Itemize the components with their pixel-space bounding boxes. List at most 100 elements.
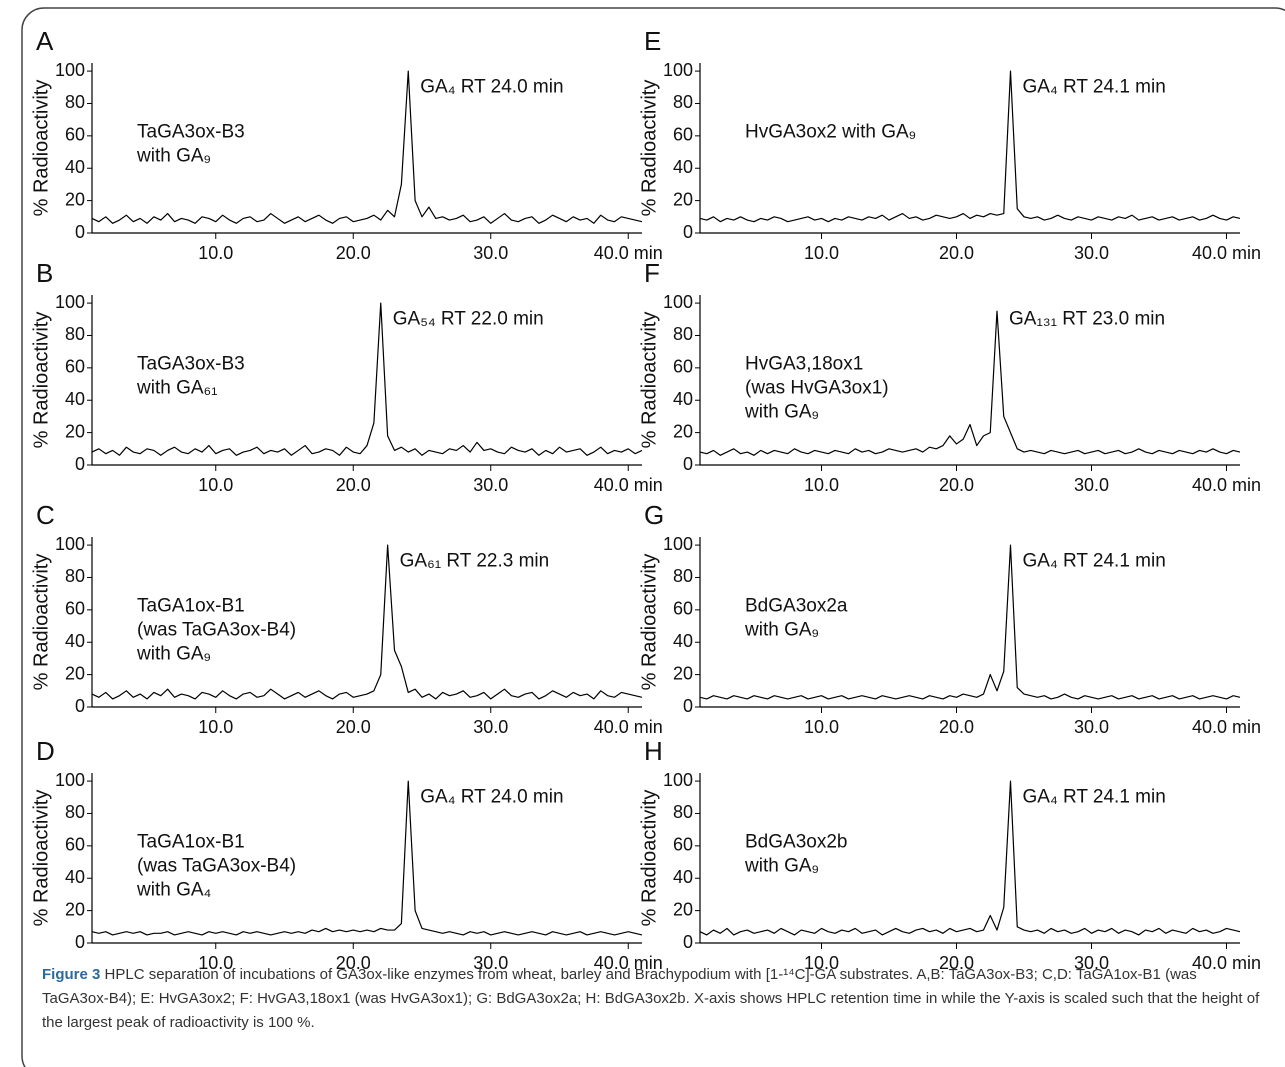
y-tick-label: 60 (65, 599, 85, 619)
y-tick-label: 60 (673, 357, 693, 377)
y-tick-label: 0 (75, 222, 85, 242)
y-axis-label: % Radioactivity (638, 554, 660, 691)
y-tick-label: 20 (673, 189, 693, 209)
y-tick-label: 100 (55, 60, 85, 80)
sample-label-line: TaGA1ox-B1 (137, 596, 245, 617)
sample-label-line: TaGA3ox-B3 (137, 354, 245, 375)
sample-label-line: with GA₉ (744, 620, 819, 641)
sample-label-line: with GA₉ (136, 644, 211, 665)
y-tick-label: 40 (673, 867, 693, 887)
y-tick-label: 0 (75, 696, 85, 716)
y-tick-label: 60 (673, 599, 693, 619)
x-tick-label: 40.0 min (594, 953, 663, 973)
y-tick-label: 60 (673, 125, 693, 145)
x-tick-label: 10.0 (198, 717, 233, 737)
caption: Figure 3 HPLC separation of incubations … (42, 963, 1267, 1035)
sample-label-line: HvGA3,18ox1 (745, 354, 863, 375)
sample-label-line: HvGA3ox2 with GA₉ (745, 122, 916, 143)
y-tick-label: 100 (663, 770, 693, 790)
caption-text: HPLC separation of incubations of GA3ox-… (42, 966, 1260, 1031)
chromatogram-line (699, 310, 1241, 456)
y-tick-label: 80 (673, 566, 693, 586)
peak-annotation: GA₆₁ RT 22.3 min (400, 550, 550, 571)
y-tick-label: 80 (65, 802, 85, 822)
x-tick-label: 10.0 (198, 953, 233, 973)
y-tick-label: 80 (65, 324, 85, 344)
x-tick-label: 30.0 (473, 953, 508, 973)
sample-label-line: with GA₉ (744, 856, 819, 877)
y-tick-label: 80 (673, 802, 693, 822)
sample-label-line: TaGA3ox-B3 (137, 122, 245, 143)
chromatogram-line (699, 544, 1241, 700)
y-tick-label: 80 (673, 324, 693, 344)
x-tick-label: 10.0 (804, 717, 839, 737)
x-tick-label: 40.0 min (1192, 243, 1261, 263)
x-tick-label: 20.0 (939, 717, 974, 737)
sample-label: HvGA3,18ox1 (was HvGA3ox1) with GA₉ (744, 354, 889, 423)
panel-letter: B (36, 258, 53, 288)
x-tick-label: 40.0 min (1192, 717, 1261, 737)
panel-letter: A (36, 26, 54, 56)
y-axis-label: % Radioactivity (638, 80, 660, 217)
y-tick-label: 80 (65, 92, 85, 112)
x-tick-label: 10.0 (804, 475, 839, 495)
sample-label: TaGA3ox-B3 with GA₉ (136, 122, 245, 167)
x-tick-label: 20.0 (939, 953, 974, 973)
chromatogram-line (91, 70, 643, 224)
sample-label-line: BdGA3ox2b (745, 832, 847, 853)
y-tick-label: 100 (663, 534, 693, 554)
x-tick-label: 10.0 (804, 953, 839, 973)
y-tick-label: 100 (55, 292, 85, 312)
chromatogram-line (91, 544, 643, 700)
y-tick-label: 40 (673, 631, 693, 651)
y-tick-label: 0 (75, 454, 85, 474)
sample-label: HvGA3ox2 with GA₉ (745, 122, 916, 143)
x-tick-label: 30.0 (1074, 953, 1109, 973)
sample-label: TaGA1ox-B1 (was TaGA3ox-B4) with GA₉ (136, 596, 296, 665)
y-tick-label: 20 (65, 899, 85, 919)
sample-label-line: with GA₆₁ (136, 378, 218, 399)
chromatogram-line (91, 302, 643, 456)
panel-letter: G (644, 500, 664, 530)
y-tick-label: 40 (673, 389, 693, 409)
caption-label: Figure 3 (42, 966, 101, 983)
y-tick-label: 80 (673, 92, 693, 112)
y-tick-label: 20 (65, 421, 85, 441)
sample-label-line: with GA₄ (136, 880, 212, 901)
y-tick-label: 20 (673, 421, 693, 441)
x-tick-label: 30.0 (1074, 717, 1109, 737)
sample-label-line: (was TaGA3ox-B4) (137, 856, 296, 877)
x-tick-label: 30.0 (473, 717, 508, 737)
y-tick-label: 40 (65, 631, 85, 651)
y-tick-label: 20 (65, 189, 85, 209)
y-axis-label: % Radioactivity (30, 80, 52, 217)
x-tick-label: 10.0 (198, 475, 233, 495)
x-tick-label: 30.0 (1074, 243, 1109, 263)
y-tick-label: 100 (55, 770, 85, 790)
sample-label-line: with GA₉ (136, 146, 211, 167)
sample-label-line: with GA₉ (744, 402, 819, 423)
peak-annotation: GA₁₃₁ RT 23.0 min (1009, 308, 1165, 329)
x-tick-label: 40.0 min (594, 475, 663, 495)
x-tick-label: 20.0 (336, 475, 371, 495)
y-tick-label: 0 (683, 932, 693, 952)
y-tick-label: 60 (65, 835, 85, 855)
y-tick-label: 20 (673, 663, 693, 683)
x-tick-label: 20.0 (336, 717, 371, 737)
y-axis-label: % Radioactivity (30, 312, 52, 449)
sample-label-line: (was HvGA3ox1) (745, 378, 889, 399)
x-tick-label: 20.0 (336, 953, 371, 973)
peak-annotation: GA₄ RT 24.1 min (1023, 76, 1166, 97)
peak-annotation: GA₅₄ RT 22.0 min (393, 308, 544, 329)
chromatogram-line (699, 70, 1241, 223)
peak-annotation: GA₄ RT 24.1 min (1023, 786, 1166, 807)
peak-annotation: GA₄ RT 24.0 min (420, 76, 563, 97)
y-tick-label: 80 (65, 566, 85, 586)
frame (21, 7, 1285, 1067)
peak-annotation: GA₄ RT 24.0 min (420, 786, 563, 807)
x-tick-label: 20.0 (336, 243, 371, 263)
panel-letter: E (644, 26, 661, 56)
y-tick-label: 100 (663, 292, 693, 312)
sample-label-line: (was TaGA3ox-B4) (137, 620, 296, 641)
